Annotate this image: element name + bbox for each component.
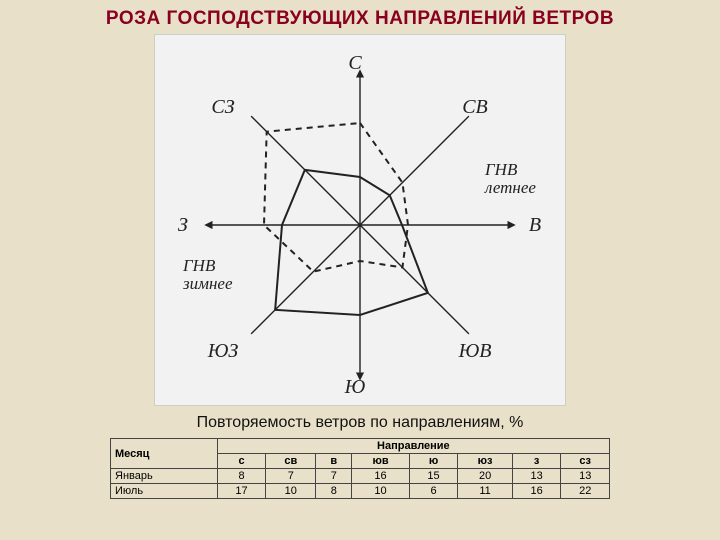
table-row: Январь8771615201313	[111, 469, 610, 484]
cell-value: 13	[561, 469, 610, 484]
th-direction: Направление	[217, 439, 609, 454]
cell-value: 6	[409, 484, 458, 499]
svg-text:ГНВ: ГНВ	[484, 160, 518, 179]
th-юв: юв	[352, 454, 409, 469]
th-в: в	[316, 454, 352, 469]
svg-text:С: С	[348, 52, 362, 74]
th-св: св	[266, 454, 316, 469]
th-сз: сз	[561, 454, 610, 469]
svg-text:Ю: Ю	[344, 376, 366, 398]
svg-text:летнее: летнее	[484, 178, 536, 197]
th-ю: ю	[409, 454, 458, 469]
svg-text:СЗ: СЗ	[211, 96, 234, 118]
svg-text:В: В	[529, 214, 541, 236]
cell-value: 16	[512, 484, 561, 499]
svg-text:ГНВ: ГНВ	[182, 256, 216, 275]
cell-value: 20	[458, 469, 513, 484]
cell-value: 13	[512, 469, 561, 484]
cell-value: 10	[266, 484, 316, 499]
cell-month: Июль	[111, 484, 218, 499]
cell-value: 7	[316, 469, 352, 484]
svg-text:ЮВ: ЮВ	[458, 340, 492, 362]
th-month: Месяц	[111, 439, 218, 469]
cell-value: 22	[561, 484, 610, 499]
th-з: з	[512, 454, 561, 469]
svg-text:СВ: СВ	[462, 96, 488, 118]
table-row: Июль17108106111622	[111, 484, 610, 499]
th-юз: юз	[458, 454, 513, 469]
svg-text:З: З	[178, 214, 188, 236]
table-subtitle: Повторяемость ветров по направлениям, %	[0, 414, 720, 432]
cell-value: 17	[217, 484, 266, 499]
cell-value: 7	[266, 469, 316, 484]
wind-rose-diagram: ССВВЮВЮЮЗЗСЗГНВлетнееГНВзимнее	[154, 34, 566, 406]
cell-value: 11	[458, 484, 513, 499]
cell-value: 10	[352, 484, 409, 499]
cell-month: Январь	[111, 469, 218, 484]
svg-text:ЮЗ: ЮЗ	[207, 340, 239, 362]
wind-table: МесяцНаправлениессввювююззсзЯнварь877161…	[110, 438, 610, 499]
cell-value: 8	[316, 484, 352, 499]
wind-rose-svg: ССВВЮВЮЮЗЗСЗГНВлетнееГНВзимнее	[155, 35, 565, 405]
svg-text:зимнее: зимнее	[182, 274, 233, 293]
cell-value: 8	[217, 469, 266, 484]
page-title: РОЗА ГОСПОДСТВУЮЩИХ НАПРАВЛЕНИЙ ВЕТРОВ	[0, 0, 720, 30]
cell-value: 16	[352, 469, 409, 484]
cell-value: 15	[409, 469, 458, 484]
th-с: с	[217, 454, 266, 469]
